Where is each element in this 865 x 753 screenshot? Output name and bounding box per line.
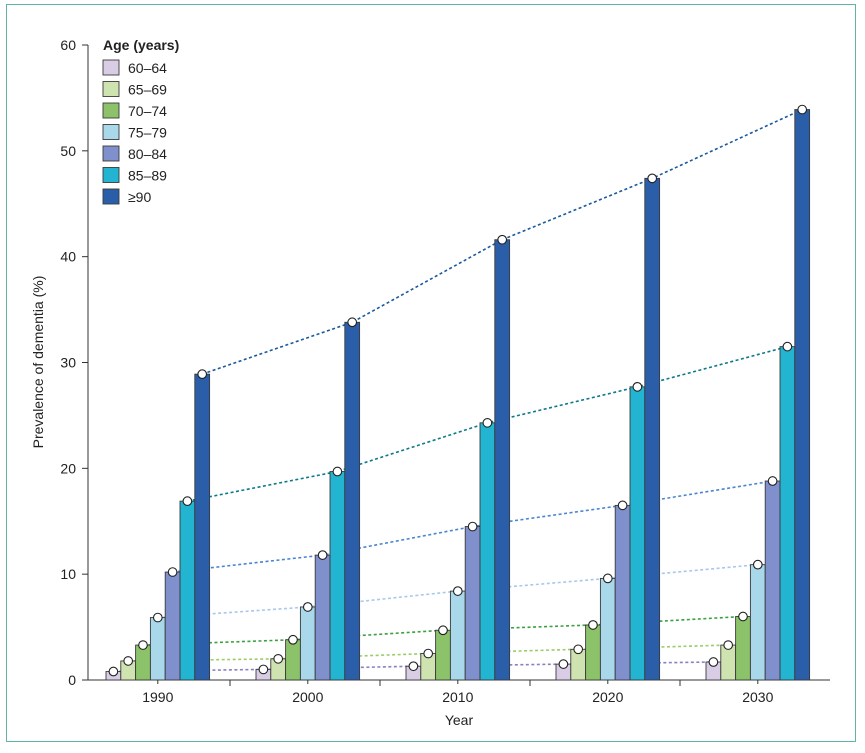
bar-top-marker [482, 417, 493, 428]
bar-1990-s4 [149, 617, 166, 681]
bar-top-marker [588, 620, 598, 630]
legend-label: 75–79 [128, 125, 167, 141]
x-tick-label: 2000 [292, 689, 323, 705]
bar-top-marker [408, 661, 419, 672]
bar-top-marker [302, 602, 313, 612]
legend: Age (years) 60–64 65–69 70–74 75–79 80–84 85–… [102, 37, 179, 205]
bar-2030-s5 [764, 480, 781, 681]
bar-2010-s6 [479, 422, 496, 681]
bar-2020-s6 [629, 386, 646, 681]
bar-top-marker [782, 341, 793, 352]
bar-top-marker [438, 625, 448, 636]
bar-top-marker [317, 550, 328, 560]
markers [108, 104, 808, 677]
legend-swatch [102, 188, 120, 205]
y-axis-title: Prevalence of dementia (%) [30, 276, 46, 449]
legend-label: 60–64 [128, 60, 167, 76]
bar-2030-s3 [735, 616, 751, 681]
y-tick-label: 10 [60, 566, 76, 582]
legend-swatch [102, 102, 120, 119]
bar-top-marker [347, 317, 358, 328]
bar-2030-s4 [749, 564, 766, 681]
legend-label: 70–74 [128, 103, 167, 119]
bar-top-marker [288, 634, 298, 645]
bar-2000-s5 [314, 554, 331, 681]
bar-2030-s6 [779, 346, 796, 681]
bar-2020-s4 [599, 577, 616, 681]
bar-top-marker [767, 476, 778, 486]
bar-2010-s4 [449, 590, 466, 681]
bar-top-marker [138, 640, 148, 650]
y-tick-label: 20 [60, 460, 76, 476]
bar-top-marker [602, 573, 613, 584]
bar-top-marker [797, 104, 808, 115]
bar-top-marker [647, 173, 658, 184]
legend-swatch [102, 81, 120, 97]
chart-frame [6, 4, 856, 742]
bar-top-marker [273, 653, 284, 664]
x-tick-label: 2030 [742, 689, 773, 705]
bar-top-marker [423, 648, 434, 659]
bar-top-marker [467, 521, 478, 532]
trend-line-7 [201, 108, 803, 375]
bar-top-marker [617, 500, 628, 511]
bar-2010-s5 [464, 526, 481, 681]
bar-2010-s7 [494, 239, 511, 681]
y-tick-label: 0 [68, 672, 76, 688]
bar-2030-s7 [794, 109, 811, 681]
bar-top-marker [723, 640, 734, 650]
bar-top-marker [123, 656, 134, 666]
legend-title: Age (years) [103, 37, 179, 53]
bar-2020-s3 [585, 624, 601, 681]
legend-swatch [102, 167, 120, 183]
bar-top-marker [452, 586, 463, 596]
bar-2010-s3 [435, 629, 451, 681]
y-tick-label: 40 [60, 249, 76, 265]
bar-1990-s3 [135, 644, 151, 681]
bar-top-marker [108, 666, 119, 677]
bar-top-marker [558, 659, 569, 669]
bar-top-marker [497, 234, 508, 245]
bar-top-marker [752, 559, 763, 570]
legend-label: ≥90 [128, 189, 151, 205]
bar-1990-s5 [164, 571, 181, 681]
y-tick-label: 50 [60, 143, 76, 159]
bar-top-marker [708, 657, 719, 667]
bar-2020-s7 [644, 177, 661, 681]
legend-swatch [102, 124, 120, 140]
bar-top-marker [197, 369, 208, 379]
legend-label: 65–69 [128, 82, 167, 98]
y-tick-label: 60 [60, 37, 76, 53]
x-axis: 1990 2000 2010 2020 2030 [88, 679, 830, 705]
bar-top-marker [738, 611, 748, 622]
bar-2000-s4 [299, 606, 316, 681]
bar-top-marker [632, 381, 643, 392]
bar-top-marker [167, 567, 178, 577]
bar-2000-s6 [329, 471, 346, 681]
y-tick-label: 30 [60, 355, 76, 371]
legend-swatch [102, 145, 120, 162]
bar-2000-s7 [344, 321, 361, 681]
x-tick-label: 2020 [592, 689, 623, 705]
x-tick-label: 2010 [442, 689, 473, 705]
bar-2000-s3 [285, 639, 301, 681]
bar-1990-s6 [179, 500, 196, 681]
x-axis-title: Year [445, 712, 474, 728]
bar-1990-s7 [194, 373, 211, 681]
x-tick-label: 1990 [142, 689, 173, 705]
legend-label: 85–89 [128, 168, 167, 184]
bar-top-marker [332, 466, 343, 477]
trend-line-2 [128, 644, 729, 662]
bar-top-marker [152, 612, 163, 623]
bar-top-marker [258, 664, 269, 675]
legend-label: 80–84 [128, 146, 167, 162]
y-axis: 0 10 20 30 40 50 60 [60, 37, 89, 688]
bar-2030-s2 [720, 644, 737, 681]
bar-top-marker [573, 644, 584, 655]
bar-2020-s5 [614, 504, 631, 681]
bar-top-marker [182, 496, 193, 506]
legend-swatch [102, 59, 120, 76]
trend-line-1 [113, 661, 714, 673]
